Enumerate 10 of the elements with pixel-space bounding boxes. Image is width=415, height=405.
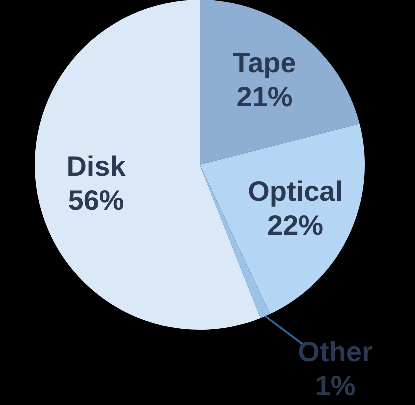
data-label: 56% (68, 184, 124, 216)
data-label: 22% (268, 210, 324, 241)
slice-label: Optical (248, 176, 344, 207)
pie-slice (200, 0, 360, 165)
data-label: 21% (236, 82, 293, 113)
pie-slice (200, 124, 365, 314)
slice-label: Other (298, 336, 373, 368)
data-label: 1% (315, 370, 356, 402)
slice-label: Tape (233, 48, 296, 79)
slice-label: Disk (66, 150, 126, 182)
